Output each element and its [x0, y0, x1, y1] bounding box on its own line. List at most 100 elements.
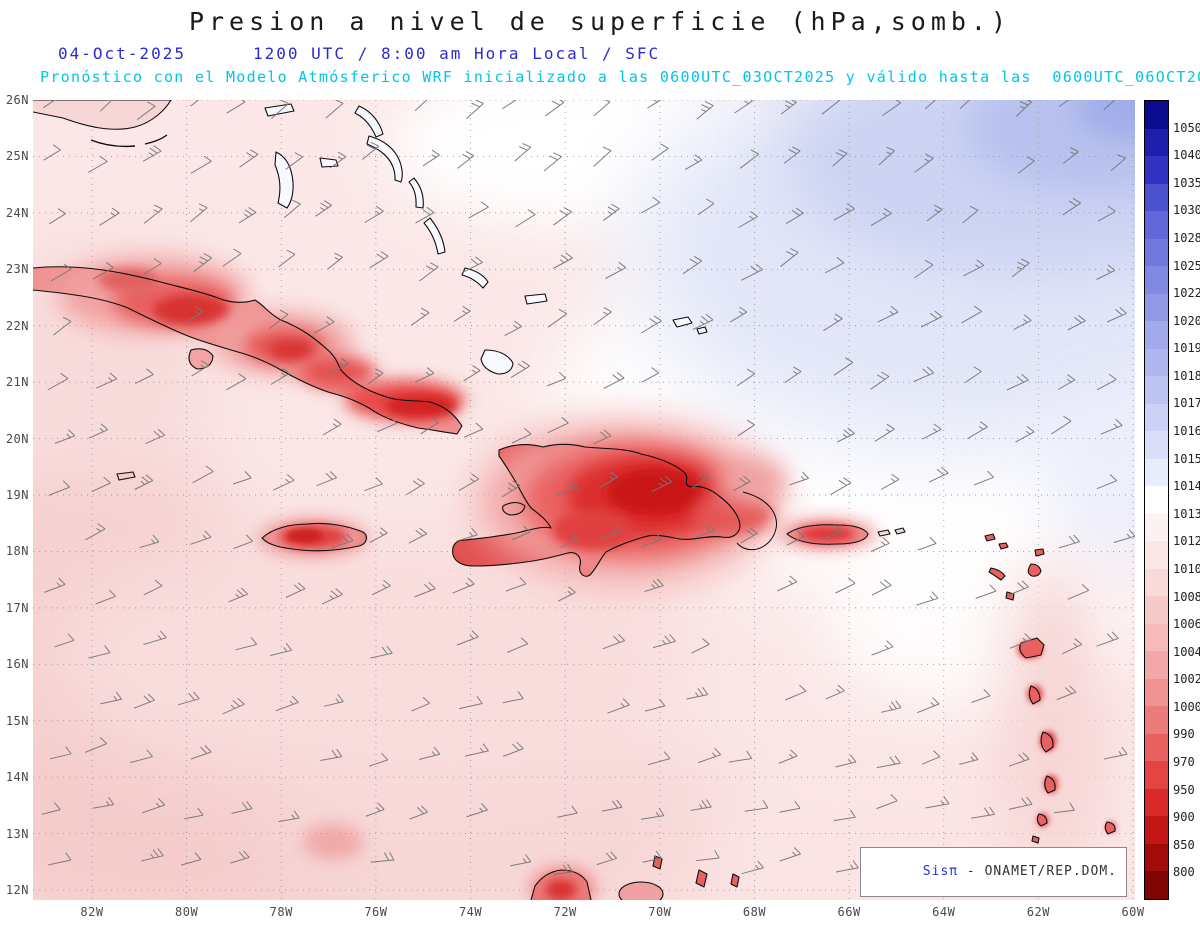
colorbar-label-950: 950 [1173, 782, 1195, 797]
colorbar-cell-19 [1145, 623, 1168, 652]
wind-barb [44, 577, 66, 593]
lat-label-18N: 18N [5, 544, 29, 559]
wind-barb [602, 799, 623, 812]
lat-label-15N: 15N [5, 713, 29, 728]
wind-barb [596, 851, 618, 866]
wind-barb [544, 100, 565, 117]
wind-barb [510, 854, 532, 867]
wind-barb [641, 196, 661, 214]
wind-barb [686, 687, 709, 700]
wind-barb [779, 847, 801, 862]
wind-barb [1013, 314, 1032, 331]
wind-barb [133, 693, 155, 709]
wind-barb [920, 310, 943, 328]
lon-label-70W: 70W [648, 905, 672, 919]
wind-barb [1062, 197, 1081, 216]
wind-barb [271, 100, 289, 119]
colorbar-label-1030: 1030 [1173, 203, 1200, 218]
colorbar-cell-8 [1145, 321, 1168, 349]
wind-barb [414, 100, 428, 112]
wind-barb [1106, 307, 1127, 323]
wind-barb [779, 800, 801, 813]
wind-barb [547, 371, 567, 387]
wind-barb [1057, 374, 1076, 390]
lon-label-76W: 76W [364, 905, 388, 919]
wind-barb [411, 696, 431, 712]
wind-barb [871, 579, 892, 596]
lon-label-68W: 68W [742, 905, 767, 919]
wind-barb [917, 536, 937, 551]
colorbar-cell-20 [1145, 651, 1168, 679]
wind-barb [316, 471, 338, 487]
wind-barb [226, 373, 247, 391]
jamaica-coastline [261, 522, 368, 552]
wind-barb [778, 749, 798, 764]
wind-barb [786, 530, 805, 546]
lat-label-22N: 22N [5, 318, 29, 333]
colorbar-label-990: 990 [1173, 727, 1195, 742]
colorbar-cell-10 [1145, 376, 1168, 404]
colorbar-cell-18 [1145, 596, 1168, 624]
wind-barb [740, 527, 758, 544]
wind-barb [91, 476, 111, 493]
colorbar-cell-2 [1145, 156, 1168, 184]
wind-barb [928, 466, 949, 483]
wind-barb [881, 700, 902, 713]
lat-label-21N: 21N [5, 375, 29, 390]
colorbar-cell-22 [1145, 706, 1168, 734]
colorbar-label-1020: 1020 [1173, 313, 1200, 328]
wind-barb [239, 149, 259, 168]
wind-barb [602, 203, 620, 222]
wind-barb [85, 523, 106, 541]
wind-barb [963, 259, 985, 277]
colorbar-label-900: 900 [1173, 810, 1195, 825]
wind-barb [1103, 746, 1128, 760]
wind-barb [47, 372, 69, 391]
wind-barb [690, 472, 710, 489]
wind-barb [728, 750, 753, 763]
virgin-islands-coastlines [877, 527, 906, 537]
wind-barb [285, 152, 303, 170]
wind-barb [222, 248, 242, 267]
wind-barb [142, 145, 162, 162]
southern-islands-coastlines [530, 855, 740, 900]
lat-label-12N: 12N [5, 883, 29, 898]
wind-barb [184, 807, 204, 820]
wind-barb [691, 638, 710, 654]
colorbar-cell-17 [1145, 568, 1168, 597]
wind-barb [870, 207, 892, 227]
wind-barb [414, 367, 435, 383]
wind-barb [43, 144, 61, 161]
wind-barb [914, 153, 934, 173]
colorbar-label-1006: 1006 [1173, 617, 1200, 632]
wind-barb [364, 205, 384, 223]
wind-barb [512, 525, 531, 541]
wind-barb [692, 313, 714, 331]
wind-barb [835, 577, 856, 594]
wind-barb [505, 577, 527, 592]
wind-barb [697, 198, 715, 216]
wind-barb [1058, 100, 1070, 108]
wind-barb [270, 367, 290, 385]
lon-label-80W: 80W [175, 905, 199, 919]
colorbar-label-1016: 1016 [1173, 424, 1200, 439]
wind-barb [684, 154, 703, 171]
wind-barb [741, 860, 764, 875]
wind-barb [192, 465, 214, 484]
map-area: Sisπ - ONAMET/REP.DOM. [33, 100, 1135, 900]
wind-barb [466, 803, 488, 818]
wind-barb [419, 746, 441, 760]
lat-label-14N: 14N [5, 770, 29, 785]
wind-barb [88, 423, 109, 439]
wind-barb [690, 799, 712, 811]
wind-barb [640, 315, 662, 334]
wind-barb [1008, 796, 1033, 810]
wind-barb [914, 259, 934, 279]
wind-barb [268, 309, 289, 330]
colorbar-cell-25 [1145, 788, 1168, 817]
colorbar-label-1002: 1002 [1173, 672, 1200, 687]
wind-barb [833, 357, 854, 376]
wind-barb [272, 474, 295, 491]
wind-barb [130, 749, 153, 764]
wind-barb [785, 207, 804, 225]
